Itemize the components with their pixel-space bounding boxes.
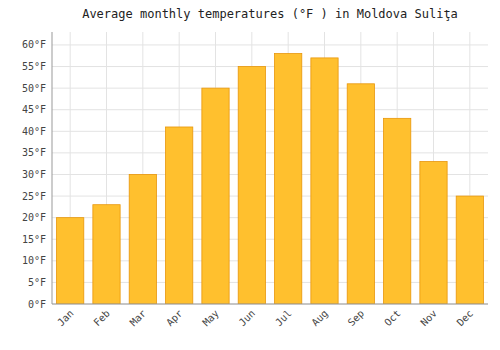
tick-label: 25°F (22, 191, 46, 202)
tick-label: 5°F (28, 277, 46, 288)
bar (238, 67, 265, 304)
tick-label: 30°F (22, 169, 46, 180)
bar (420, 162, 447, 304)
tick-label: Dec (455, 308, 476, 329)
tick-label: 10°F (22, 255, 46, 266)
bar (311, 58, 338, 304)
grid (52, 32, 488, 304)
grid-line (52, 66, 488, 67)
grid-line (52, 109, 488, 110)
bar (456, 196, 483, 304)
tick-label: 40°F (22, 126, 46, 137)
bar (275, 54, 302, 304)
bar (57, 218, 84, 304)
tick-label: 20°F (22, 212, 46, 223)
grid-line (52, 44, 488, 45)
tick-label: Jan (55, 308, 76, 329)
grid-line (52, 304, 488, 305)
tick-label: 45°F (22, 104, 46, 115)
tick-label: Jun (237, 308, 258, 329)
grid-line (52, 131, 488, 132)
tick-label: 0°F (28, 299, 46, 310)
tick-label: Nov (418, 308, 439, 329)
x-axis-line (52, 304, 488, 305)
tick-label: 60°F (22, 39, 46, 50)
tick-label: Sep (346, 308, 367, 329)
grid-line (52, 152, 488, 153)
tick-label: 50°F (22, 83, 46, 94)
title: Average monthly temperatures (°F ) in Mo… (82, 7, 458, 21)
tick-label: 55°F (22, 61, 46, 72)
bar (93, 205, 120, 304)
tick-label: 35°F (22, 147, 46, 158)
tick-label: Aug (309, 308, 330, 329)
bar (166, 127, 193, 304)
bar (347, 84, 374, 304)
bars (57, 54, 484, 304)
tick-label: May (200, 308, 221, 329)
bar (202, 88, 229, 304)
tick-label: 15°F (22, 234, 46, 245)
bar (384, 118, 411, 304)
y-axis-line (52, 32, 53, 304)
bar (129, 174, 156, 304)
axes: 0°F 5°F 10°F 15°F 20°F 25°F 30°F 35°F 40°F 45°F 50… (22, 39, 475, 328)
tick-label: Jul (273, 308, 294, 329)
tick-label: Apr (164, 308, 185, 329)
chart: Average monthly temperatures (°F ) in Mo… (0, 0, 500, 350)
tick-label: Feb (91, 308, 112, 329)
grid-line (52, 88, 488, 89)
tick-label: Mar (128, 308, 149, 329)
tick-label: Oct (382, 308, 403, 329)
